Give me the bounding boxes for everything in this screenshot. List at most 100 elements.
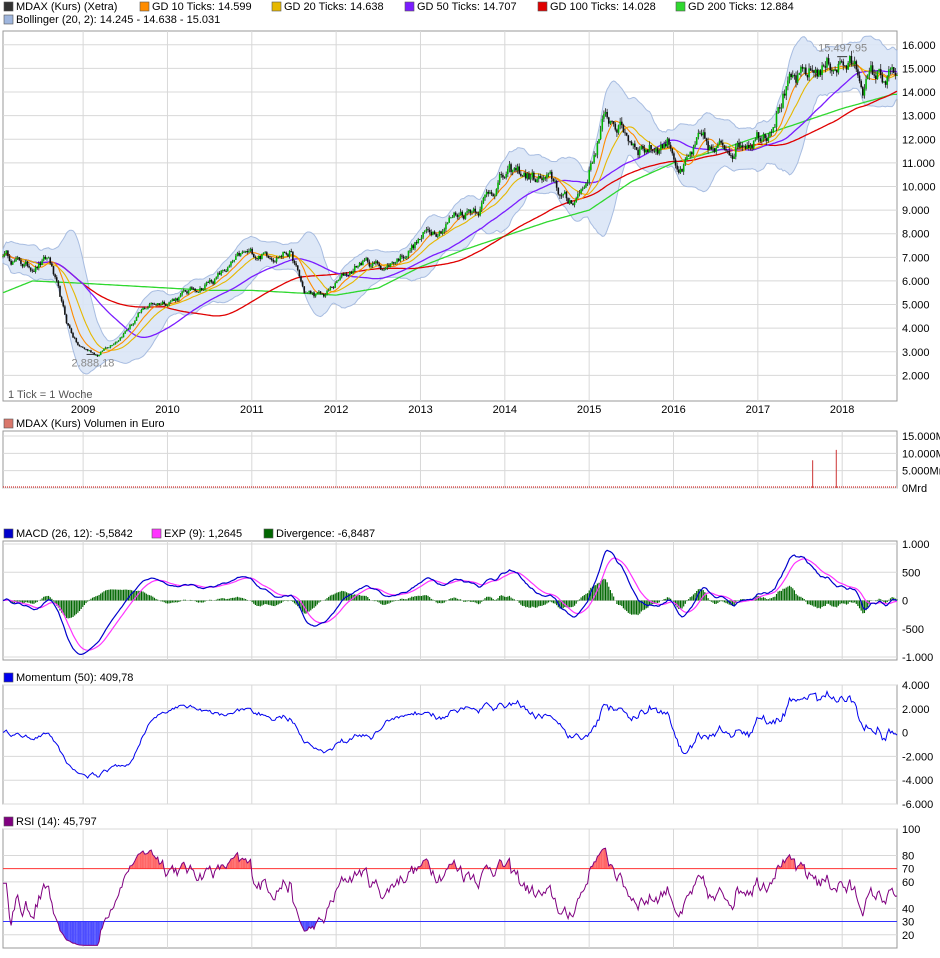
candle-body — [279, 256, 281, 258]
candle-body — [233, 259, 236, 262]
candle-body — [238, 252, 240, 256]
candle-body — [42, 256, 45, 261]
candle-body — [813, 70, 815, 73]
candle-body — [453, 212, 455, 218]
legend-label: GD 100 Ticks: 14.028 — [550, 1, 656, 13]
candle-body — [502, 174, 504, 178]
rsi-oversold-fill — [97, 921, 100, 946]
candle-body — [378, 263, 380, 266]
candle-body — [93, 352, 95, 355]
candle-body — [862, 87, 864, 96]
candle-body — [796, 74, 799, 83]
y-tick-label: 15.000 — [902, 63, 936, 75]
rsi-overbought-fill — [791, 858, 793, 869]
momentum-tick-label: -4.000 — [902, 775, 933, 787]
candle-body — [458, 215, 460, 217]
candle-body — [337, 279, 340, 282]
candle-body — [200, 288, 203, 291]
candle-body — [21, 263, 24, 267]
rsi-overbought-fill — [139, 852, 142, 869]
candle-body — [451, 217, 454, 219]
candle-body — [353, 266, 356, 271]
rsi-overbought-fill — [602, 848, 604, 869]
candle-body — [700, 133, 703, 136]
candle-body — [326, 290, 328, 295]
rsi-overbought-fill — [240, 858, 243, 869]
candle-body — [896, 75, 898, 76]
candle-body — [459, 211, 462, 216]
candle-body — [55, 277, 58, 282]
candle-body — [484, 194, 486, 198]
candle-body — [835, 69, 838, 73]
candle-body — [430, 232, 433, 236]
candle-body — [526, 173, 529, 179]
candle-body — [616, 129, 618, 133]
candle-body — [241, 251, 244, 254]
candle-body — [764, 134, 766, 139]
candle-body — [28, 265, 30, 268]
candle-body — [638, 149, 641, 156]
candle-body — [441, 231, 444, 234]
candle-body — [292, 251, 294, 261]
candle-body — [98, 354, 100, 357]
candle-body — [860, 81, 862, 88]
x-tick-label: 2012 — [324, 404, 348, 416]
candle-body — [316, 292, 319, 295]
candle-body — [199, 288, 201, 292]
candle-body — [44, 256, 47, 259]
rsi-oversold-fill — [305, 921, 308, 931]
candle-body — [182, 290, 185, 292]
macd-legend-label: Divergence: -6,8487 — [276, 528, 375, 540]
candle-body — [673, 153, 675, 160]
candle-body — [567, 198, 569, 204]
macd-legend-label: EXP (9): 1,2645 — [164, 528, 242, 540]
candle-body — [111, 345, 113, 346]
candle-body — [16, 257, 19, 259]
candle-body — [674, 159, 677, 166]
rsi-overbought-fill — [230, 858, 233, 869]
candle-body — [730, 155, 732, 156]
candle-body — [681, 169, 683, 172]
rsi-oversold-fill — [92, 921, 95, 946]
x-tick-label: 2009 — [71, 404, 95, 416]
rsi-overbought-fill — [152, 854, 155, 869]
candle-body — [282, 251, 284, 257]
rsi-overbought-fill — [599, 852, 601, 869]
candle-body — [259, 255, 262, 259]
candle-body — [601, 118, 604, 130]
candle-body — [588, 169, 591, 183]
candle-body — [467, 209, 470, 212]
candle-body — [645, 149, 648, 153]
candle-body — [448, 217, 450, 223]
candle-body — [521, 175, 524, 177]
rsi-overbought-fill — [149, 850, 152, 869]
candle-body — [850, 56, 853, 65]
candle-body — [669, 144, 672, 149]
candle-body — [485, 191, 488, 195]
candle-body — [847, 62, 849, 70]
candle-body — [280, 256, 283, 258]
candle-body — [865, 79, 867, 89]
candle-body — [254, 257, 257, 258]
candle-body — [871, 65, 874, 75]
candle-body — [226, 267, 229, 272]
momentum-tick-label: 2.000 — [902, 704, 930, 716]
candle-body — [743, 146, 745, 148]
candle-body — [655, 148, 657, 152]
candle-body — [358, 262, 361, 267]
candle-body — [757, 132, 760, 139]
candle-body — [194, 288, 196, 291]
candle-body — [547, 173, 550, 175]
candle-body — [739, 145, 742, 148]
candle-body — [816, 69, 819, 77]
candle-body — [81, 346, 84, 348]
momentum-tick-label: -6.000 — [902, 799, 933, 811]
candle-body — [642, 145, 644, 149]
rsi-oversold-fill — [79, 921, 82, 946]
candle-body — [663, 143, 665, 149]
rsi-oversold-fill — [59, 921, 62, 933]
candle-body — [537, 175, 540, 180]
candle-body — [91, 352, 94, 354]
rsi-level-label-70: 70 — [902, 864, 914, 876]
candle-body — [888, 69, 890, 77]
